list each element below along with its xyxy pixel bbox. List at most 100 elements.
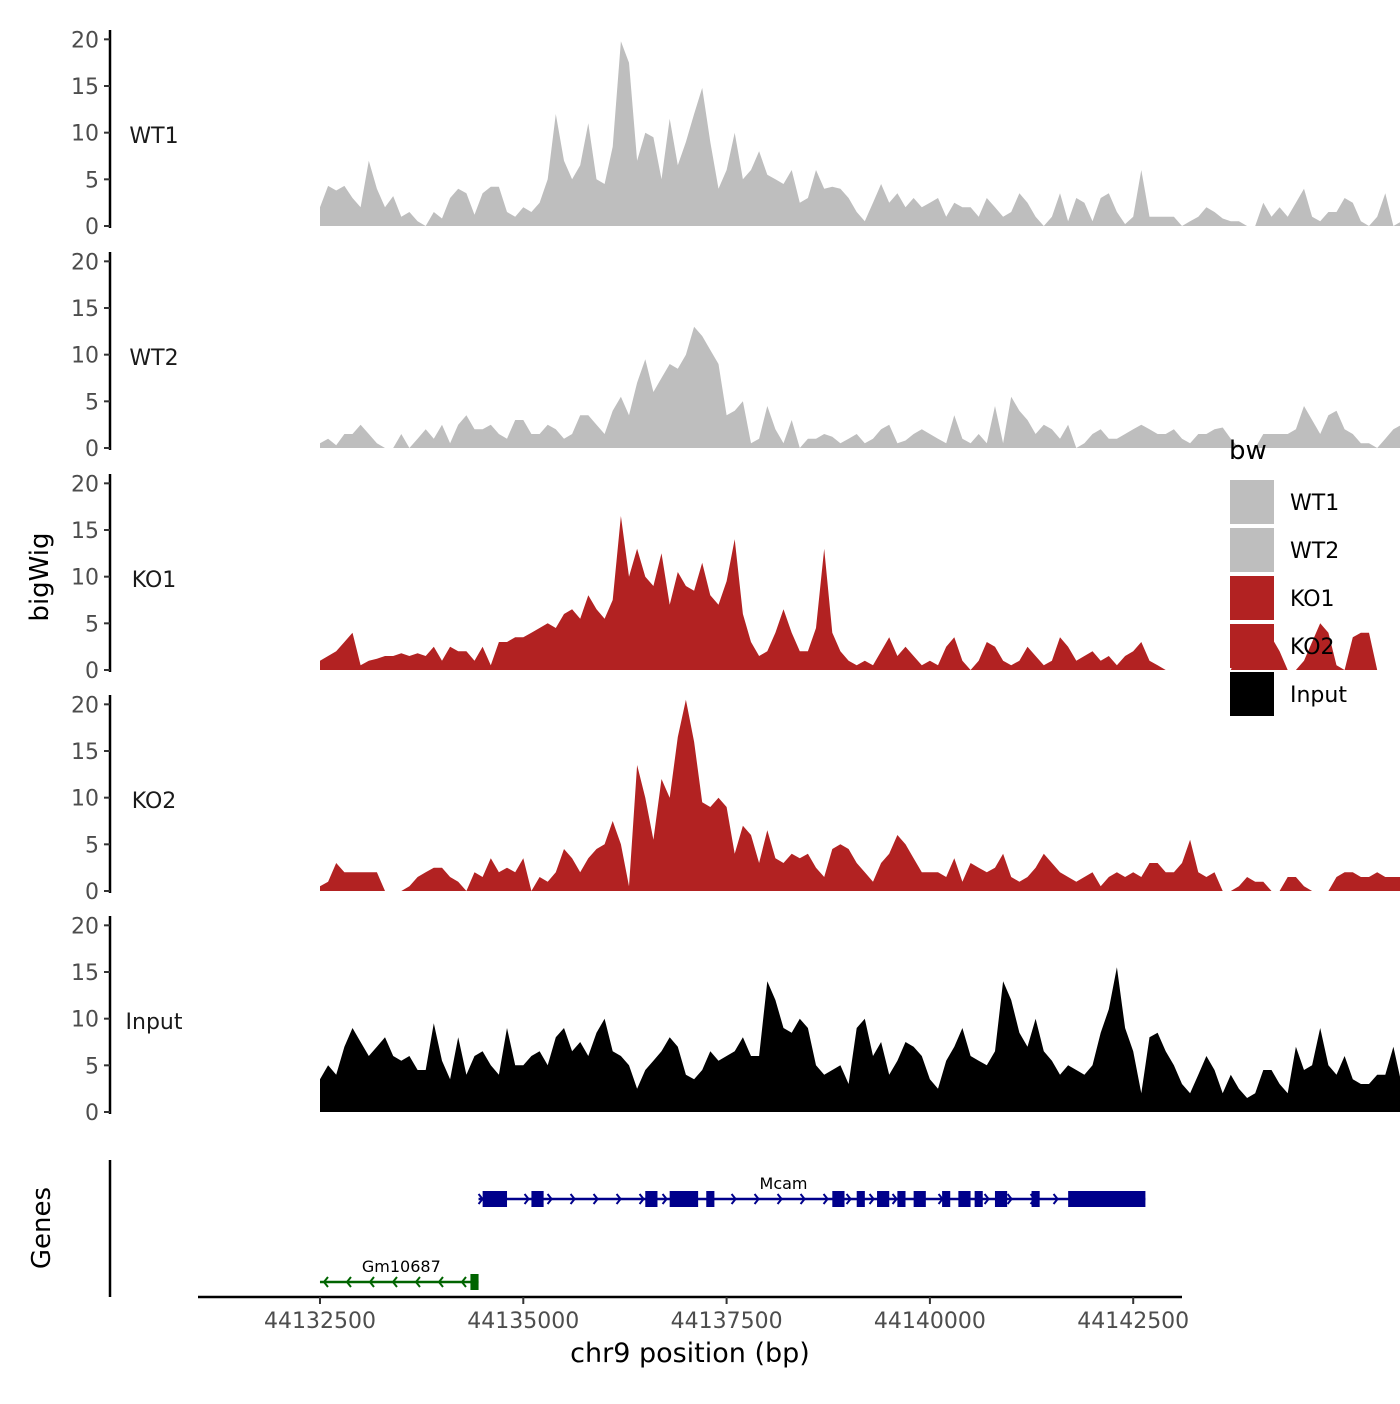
y-tick-label: 20 [71,693,99,718]
track-name-label: WT1 [129,124,178,149]
legend-key-wt1 [1230,480,1274,524]
strand-arrow [730,1193,737,1205]
strand-arrow [546,1193,553,1205]
strand-arrow [368,1276,375,1288]
strand-arrow [322,1276,329,1288]
strand-arrow [615,1193,622,1205]
y-tick-label: 15 [71,961,99,986]
x-tick-label: 44135000 [467,1309,579,1334]
y-tick-label: 5 [85,833,99,858]
x-tick-label: 44137500 [671,1309,783,1334]
strand-arrow [345,1276,352,1288]
legend-label: KO1 [1290,587,1335,612]
exon [942,1191,951,1207]
legend-key-ko2 [1230,624,1274,668]
y-tick-label: 15 [71,297,99,322]
exon [913,1191,926,1207]
area-input [320,967,1400,1112]
exon [482,1191,508,1207]
gene-label: Gm10687 [362,1257,441,1276]
y-tick-label: 0 [85,437,99,462]
legend-label: Input [1290,683,1347,708]
exon [645,1191,658,1207]
strand-arrow [753,1193,760,1205]
track-wt1: 0 5 10 15 20 WT1 [71,28,1400,240]
x-axis: 44132500 44135000 44137500 44140000 44142500 [198,1295,1189,1334]
y-tick-label: 5 [85,612,99,637]
y-tick-label: 20 [71,914,99,939]
area-wt2 [320,326,1400,448]
strand-arrow [523,1193,530,1205]
exon [974,1191,983,1207]
strand-arrow [391,1276,398,1288]
exon [994,1191,1008,1207]
exon [1068,1191,1146,1207]
track-name-label: WT2 [129,346,178,371]
y-tick-label: 5 [85,390,99,415]
strand-arrow [638,1193,645,1205]
x-axis-label: chr9 position (bp) [570,1338,810,1369]
y-tick-label: 10 [71,122,99,147]
exon [897,1191,906,1207]
strand-arrow [776,1193,783,1205]
strand-arrow [983,1193,990,1205]
exon [856,1191,865,1207]
strand-arrow [661,1193,668,1205]
y-tick-label: 0 [85,215,99,240]
exon [958,1191,971,1207]
legend-label: WT1 [1290,491,1339,516]
genes-panel: Mcam Gm10687 [108,1160,1146,1297]
legend-key-ko1 [1230,576,1274,620]
track-panels: 0 5 10 15 20 WT1 0 5 10 15 20 WT2 0 5 10 15 20 KO1 0 5 10 15 2… [71,28,1400,1126]
strand-arrow [592,1193,599,1205]
gene-label: Mcam [760,1174,808,1193]
legend-title: bw [1229,436,1267,466]
y-tick-label: 15 [71,519,99,544]
track-ko2: 0 5 10 15 20 KO2 [71,693,1400,905]
y-tick-label: 10 [71,1008,99,1033]
strand-arrow [1006,1193,1013,1205]
track-name-label: KO2 [132,789,177,814]
track-name-label: Input [126,1010,183,1035]
legend: bw WT1 WT2 KO1 KO2 Input [1229,436,1347,716]
strand-arrow [868,1193,875,1205]
y-tick-label: 0 [85,659,99,684]
track-ko1: 0 5 10 15 20 KO1 [71,472,1400,684]
x-tick-label: 44132500 [264,1309,376,1334]
exon [1031,1191,1040,1207]
genes-axis-label: Genes [27,1187,57,1269]
exon [470,1274,479,1290]
y-tick-label: 10 [71,344,99,369]
legend-key-wt2 [1230,528,1274,572]
y-tick-label: 5 [85,168,99,193]
exon [832,1191,845,1207]
strand-arrow [845,1193,852,1205]
strand-arrow [569,1193,576,1205]
y-tick-label: 10 [71,787,99,812]
strand-arrow [437,1276,444,1288]
area-ko2 [320,699,1400,891]
y-axis-label: bigWig [25,532,55,621]
exon [877,1191,890,1207]
legend-label: KO2 [1290,635,1335,660]
gene-mcam: Mcam [477,1174,1146,1207]
strand-arrow [799,1193,806,1205]
y-tick-label: 20 [71,28,99,53]
strand-arrow [414,1276,421,1288]
strand-arrow [460,1276,467,1288]
track-name-label: KO1 [132,568,177,593]
y-tick-label: 15 [71,740,99,765]
legend-label: WT2 [1290,539,1339,564]
x-tick-label: 44142500 [1077,1309,1189,1334]
y-tick-label: 0 [85,880,99,905]
gene-gm10687: Gm10687 [319,1257,479,1290]
y-tick-label: 20 [71,472,99,497]
track-wt2: 0 5 10 15 20 WT2 [71,250,1400,462]
track-input: 0 5 10 15 20 Input [71,914,1400,1126]
exon [669,1191,699,1207]
x-tick-label: 44140000 [874,1309,986,1334]
strand-arrow [1052,1193,1059,1205]
exon [531,1191,544,1207]
strand-arrow [891,1193,898,1205]
